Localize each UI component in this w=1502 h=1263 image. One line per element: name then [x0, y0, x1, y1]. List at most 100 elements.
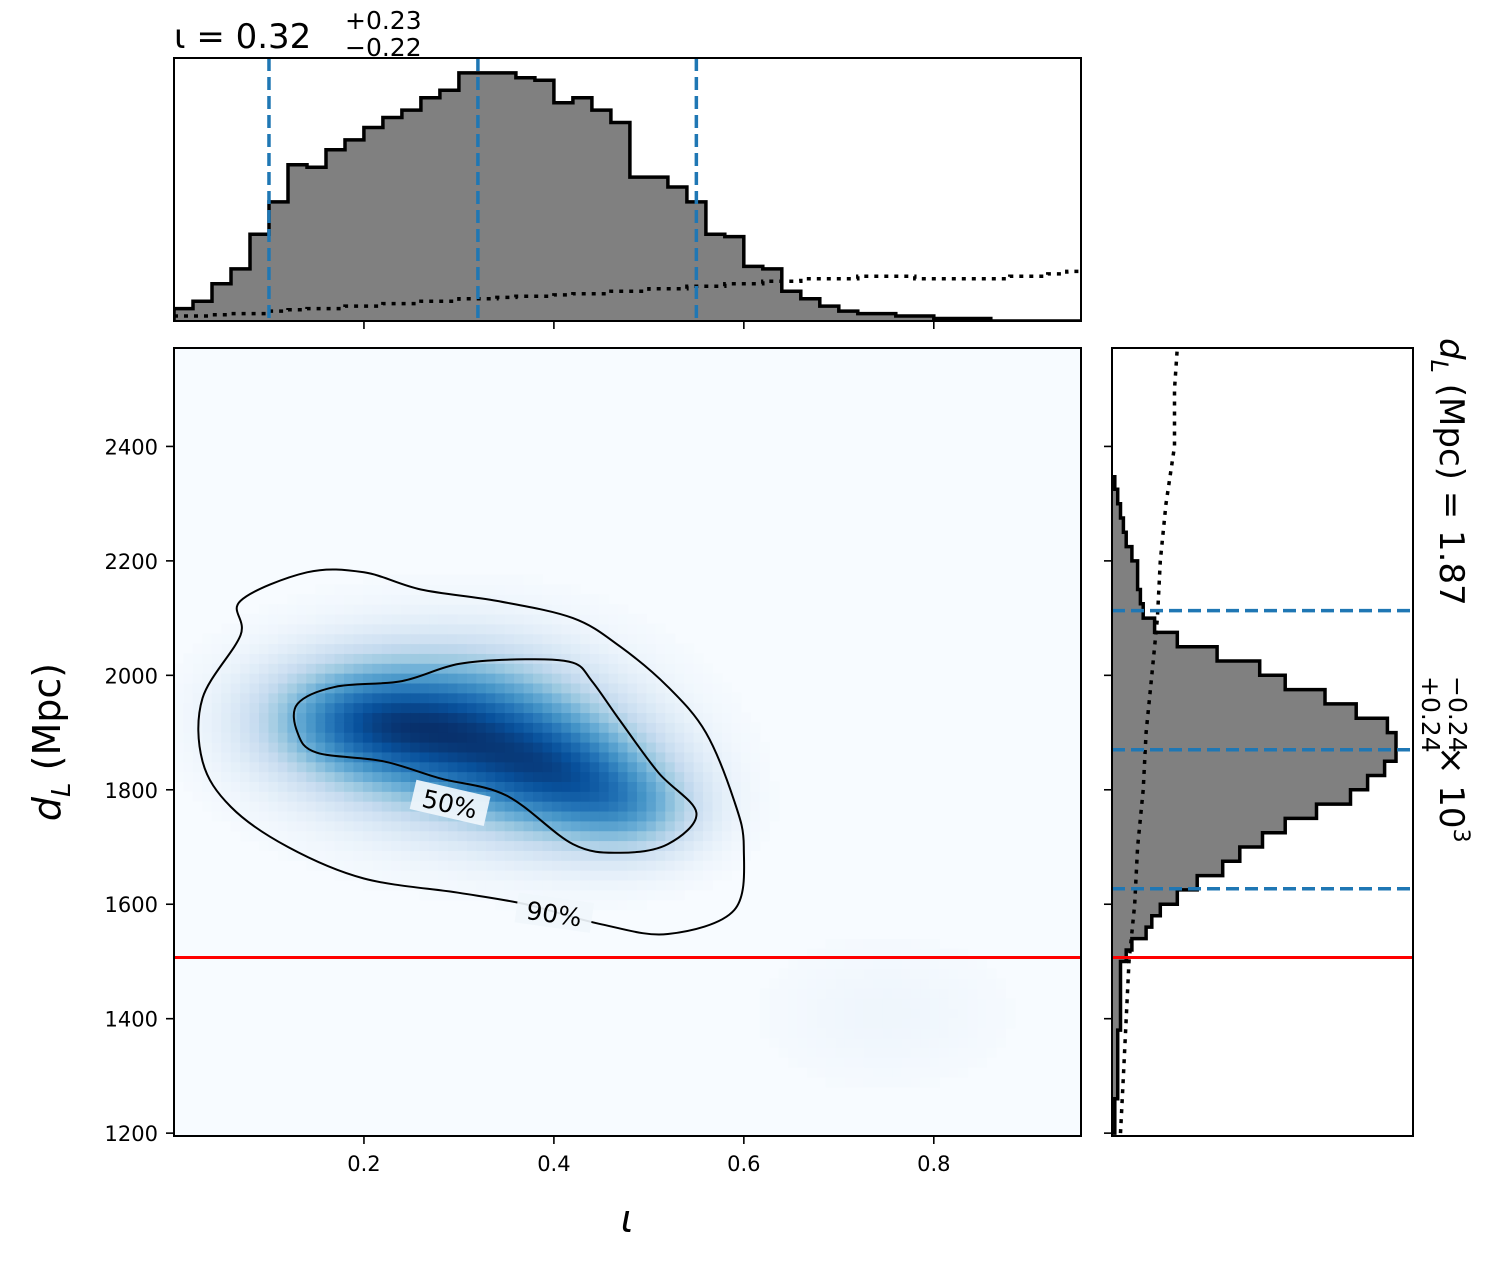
heatmap-cell: [674, 742, 685, 753]
heatmap-cell: [835, 1017, 846, 1029]
heatmap-cell: [854, 1027, 865, 1039]
heatmap-cell: [712, 702, 723, 714]
heatmap-cell: [344, 781, 355, 792]
heatmap-cell: [325, 732, 336, 743]
heatmap-cell: [514, 633, 525, 645]
heatmap-cell: [750, 810, 761, 822]
heatmap-cell: [381, 810, 392, 822]
heatmap-cell: [589, 801, 600, 812]
heatmap-cell: [948, 948, 959, 960]
heatmap-cell: [551, 633, 562, 645]
heatmap-cell: [306, 633, 317, 645]
heatmap-cell: [825, 978, 836, 989]
heatmap-cell: [627, 653, 638, 664]
heatmap-cell: [372, 712, 383, 723]
heatmap-cell: [400, 702, 411, 714]
heatmap-cell: [684, 820, 695, 832]
heatmap-cell: [636, 791, 647, 802]
heatmap-cell: [429, 613, 440, 625]
heatmap-cell: [674, 751, 685, 763]
heatmap-cell: [381, 820, 392, 832]
heatmap-cell: [958, 1047, 969, 1058]
heatmap-cell: [674, 810, 685, 822]
heatmap-cell: [920, 1067, 931, 1078]
heatmap-cell: [542, 613, 553, 625]
heatmap-cell: [495, 899, 506, 911]
heatmap-cell: [277, 702, 288, 714]
heatmap-cell: [400, 850, 411, 861]
heatmap-cell: [485, 653, 496, 664]
heatmap-cell: [353, 830, 364, 842]
heatmap-cell: [315, 613, 326, 625]
heatmap-cell: [438, 860, 449, 871]
heatmap-cell: [703, 879, 714, 891]
heatmap-cell: [523, 682, 534, 694]
heatmap-cell: [306, 604, 317, 615]
heatmap-cell: [684, 771, 695, 782]
heatmap-cell: [221, 712, 232, 723]
heatmap-cell: [447, 633, 459, 645]
heatmap-cell: [778, 968, 789, 979]
heatmap-cell: [277, 830, 288, 842]
heatmap-cell: [429, 820, 440, 832]
heatmap-cell: [655, 643, 666, 654]
heatmap-cell: [372, 722, 383, 733]
heatmap-cell: [589, 653, 600, 664]
heatmap-cell: [967, 1027, 978, 1039]
heatmap-cell: [514, 594, 525, 605]
heatmap-cell: [712, 761, 723, 773]
heatmap-cell: [476, 889, 487, 901]
heatmap-cell: [646, 870, 657, 881]
heatmap-cell: [230, 771, 241, 782]
heatmap-cell: [740, 771, 751, 782]
heatmap-cell: [551, 771, 562, 782]
heatmap-cell: [372, 850, 383, 861]
heatmap-cell: [504, 604, 515, 615]
heatmap-cell: [287, 850, 298, 861]
heatmap-cell: [325, 810, 336, 822]
heatmap-cell: [249, 613, 260, 625]
heatmap-cell: [627, 761, 638, 773]
heatmap-cell: [939, 1027, 950, 1039]
heatmap-cell: [825, 948, 836, 960]
heatmap-cell: [523, 692, 534, 704]
heatmap-cell: [693, 781, 704, 792]
heatmap-cell: [561, 889, 572, 901]
heatmap-cell: [391, 870, 402, 881]
heatmap-cell: [277, 801, 288, 812]
heatmap-cell: [561, 702, 572, 714]
heatmap-cell: [268, 742, 279, 753]
heatmap-cell: [958, 1067, 969, 1078]
heatmap-cell: [721, 860, 733, 871]
heatmap-cell: [759, 771, 770, 782]
heatmap-cell: [646, 860, 657, 871]
heatmap-cell: [542, 682, 553, 694]
heatmap-cell: [627, 791, 638, 802]
heatmap-cell: [381, 682, 392, 694]
heatmap-cell: [429, 682, 440, 694]
heatmap-cell: [419, 870, 430, 881]
heatmap-cell: [438, 653, 449, 664]
heatmap-cell: [183, 722, 194, 733]
heatmap-cell: [712, 682, 723, 694]
heatmap-cell: [419, 761, 430, 773]
heatmap-cell: [533, 840, 544, 851]
heatmap-cell: [967, 978, 978, 989]
heatmap-cell: [268, 663, 279, 674]
heatmap-cell: [344, 860, 355, 871]
heatmap-cell: [580, 870, 591, 881]
heatmap-cell: [287, 653, 298, 664]
heatmap-cell: [693, 761, 704, 773]
heatmap-cell: [844, 1057, 855, 1068]
heatmap-cell: [419, 840, 430, 851]
heatmap-cell: [627, 820, 638, 832]
heatmap-cell: [655, 751, 666, 763]
heatmap-cell: [381, 860, 392, 871]
heatmap-cell: [344, 791, 355, 802]
right-marginal-panel: dL (Mpc) = 1.87 +0.24 −0.24 × 103: [1104, 338, 1473, 1137]
heatmap-cell: [703, 820, 714, 832]
heatmap-cell: [400, 830, 411, 842]
heatmap-cell: [447, 584, 459, 595]
heatmap-cell: [381, 870, 392, 881]
